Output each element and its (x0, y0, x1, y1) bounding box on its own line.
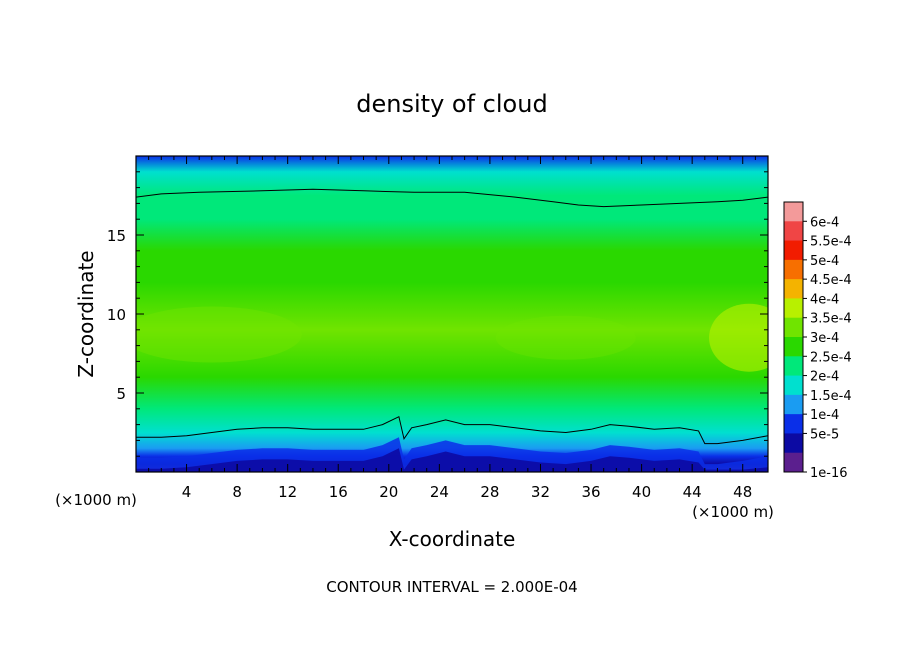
y-axis-ticks: 5 10 15 (107, 171, 768, 457)
x-tick-label: 12 (278, 483, 297, 501)
x-tick-label: 16 (329, 483, 348, 501)
colorbar-label: 2.5e-4 (810, 350, 852, 365)
x-tick-label: 20 (379, 483, 398, 501)
colorbar-swatch (784, 433, 803, 454)
chart-title: density of cloud (356, 90, 547, 118)
x-tick-label: 4 (182, 483, 192, 501)
y-tick-label: 5 (116, 385, 126, 403)
x-tick-label: 8 (232, 483, 242, 501)
x-tick-label: 24 (430, 483, 449, 501)
colorbar-swatch (784, 202, 803, 222)
x-tick-label: 44 (683, 483, 702, 501)
colorbar-label: 5.5e-4 (810, 235, 852, 250)
colorbar: 6e-4 5.5e-4 5e-4 4.5e-4 4e-4 3.5e-4 3e-4 2.5e-4… (783, 201, 852, 481)
colorbar-label: 2e-4 (810, 370, 839, 385)
colorbar-swatch (784, 337, 803, 357)
x-axis-ticks: 4 8 12 16 20 24 28 32 36 40 44 48 (148, 156, 756, 501)
colorbar-swatch (784, 414, 803, 434)
x-unit-left: (×1000 m) (55, 491, 137, 509)
x-axis-label: X-coordinate (389, 527, 516, 551)
colorbar-label: 1e-16 (810, 466, 848, 481)
colorbar-swatch (784, 240, 803, 261)
x-unit-right: (×1000 m) (692, 503, 774, 521)
density-field (136, 156, 768, 472)
lowest-density-band (136, 448, 768, 472)
y-tick-label: 10 (107, 306, 126, 324)
plot-area (135, 155, 769, 473)
contour-interval-footer: CONTOUR INTERVAL = 2.000E-04 (326, 578, 577, 596)
high-density-patch (495, 315, 636, 360)
colorbar-label: 3.5e-4 (810, 312, 852, 327)
colorbar-label: 4e-4 (810, 292, 839, 307)
colorbar-swatch (784, 279, 803, 299)
colorbar-swatch (784, 317, 803, 338)
y-axis-label: Z-coordinate (74, 250, 98, 377)
colorbar-label: 3e-4 (810, 331, 839, 346)
x-tick-label: 36 (581, 483, 600, 501)
colorbar-label: 5e-4 (810, 254, 839, 269)
high-density-patch (709, 303, 768, 372)
colorbar-swatch (784, 394, 803, 415)
colorbar-swatch (784, 356, 803, 377)
colorbar-swatch (784, 259, 803, 280)
x-tick-label: 48 (733, 483, 752, 501)
x-tick-label: 40 (632, 483, 651, 501)
field-overlays (136, 303, 768, 472)
colorbar-label: 1e-4 (810, 408, 839, 423)
colorbar-label: 5e-5 (810, 427, 839, 442)
contour-line-lower (136, 415, 768, 445)
high-density-patch (136, 306, 302, 363)
x-tick-label: 28 (480, 483, 499, 501)
colorbar-swatch (784, 452, 803, 473)
y-tick-label: 15 (107, 227, 126, 245)
colorbar-label: 4.5e-4 (810, 273, 852, 288)
contour-line-upper (136, 188, 768, 208)
x-tick-label: 32 (531, 483, 550, 501)
colorbar-swatch (784, 298, 803, 319)
colorbar-swatch (784, 375, 803, 396)
colorbar-swatch (784, 221, 803, 242)
colorbar-label: 1.5e-4 (810, 389, 852, 404)
colorbar-label: 6e-4 (810, 215, 839, 230)
